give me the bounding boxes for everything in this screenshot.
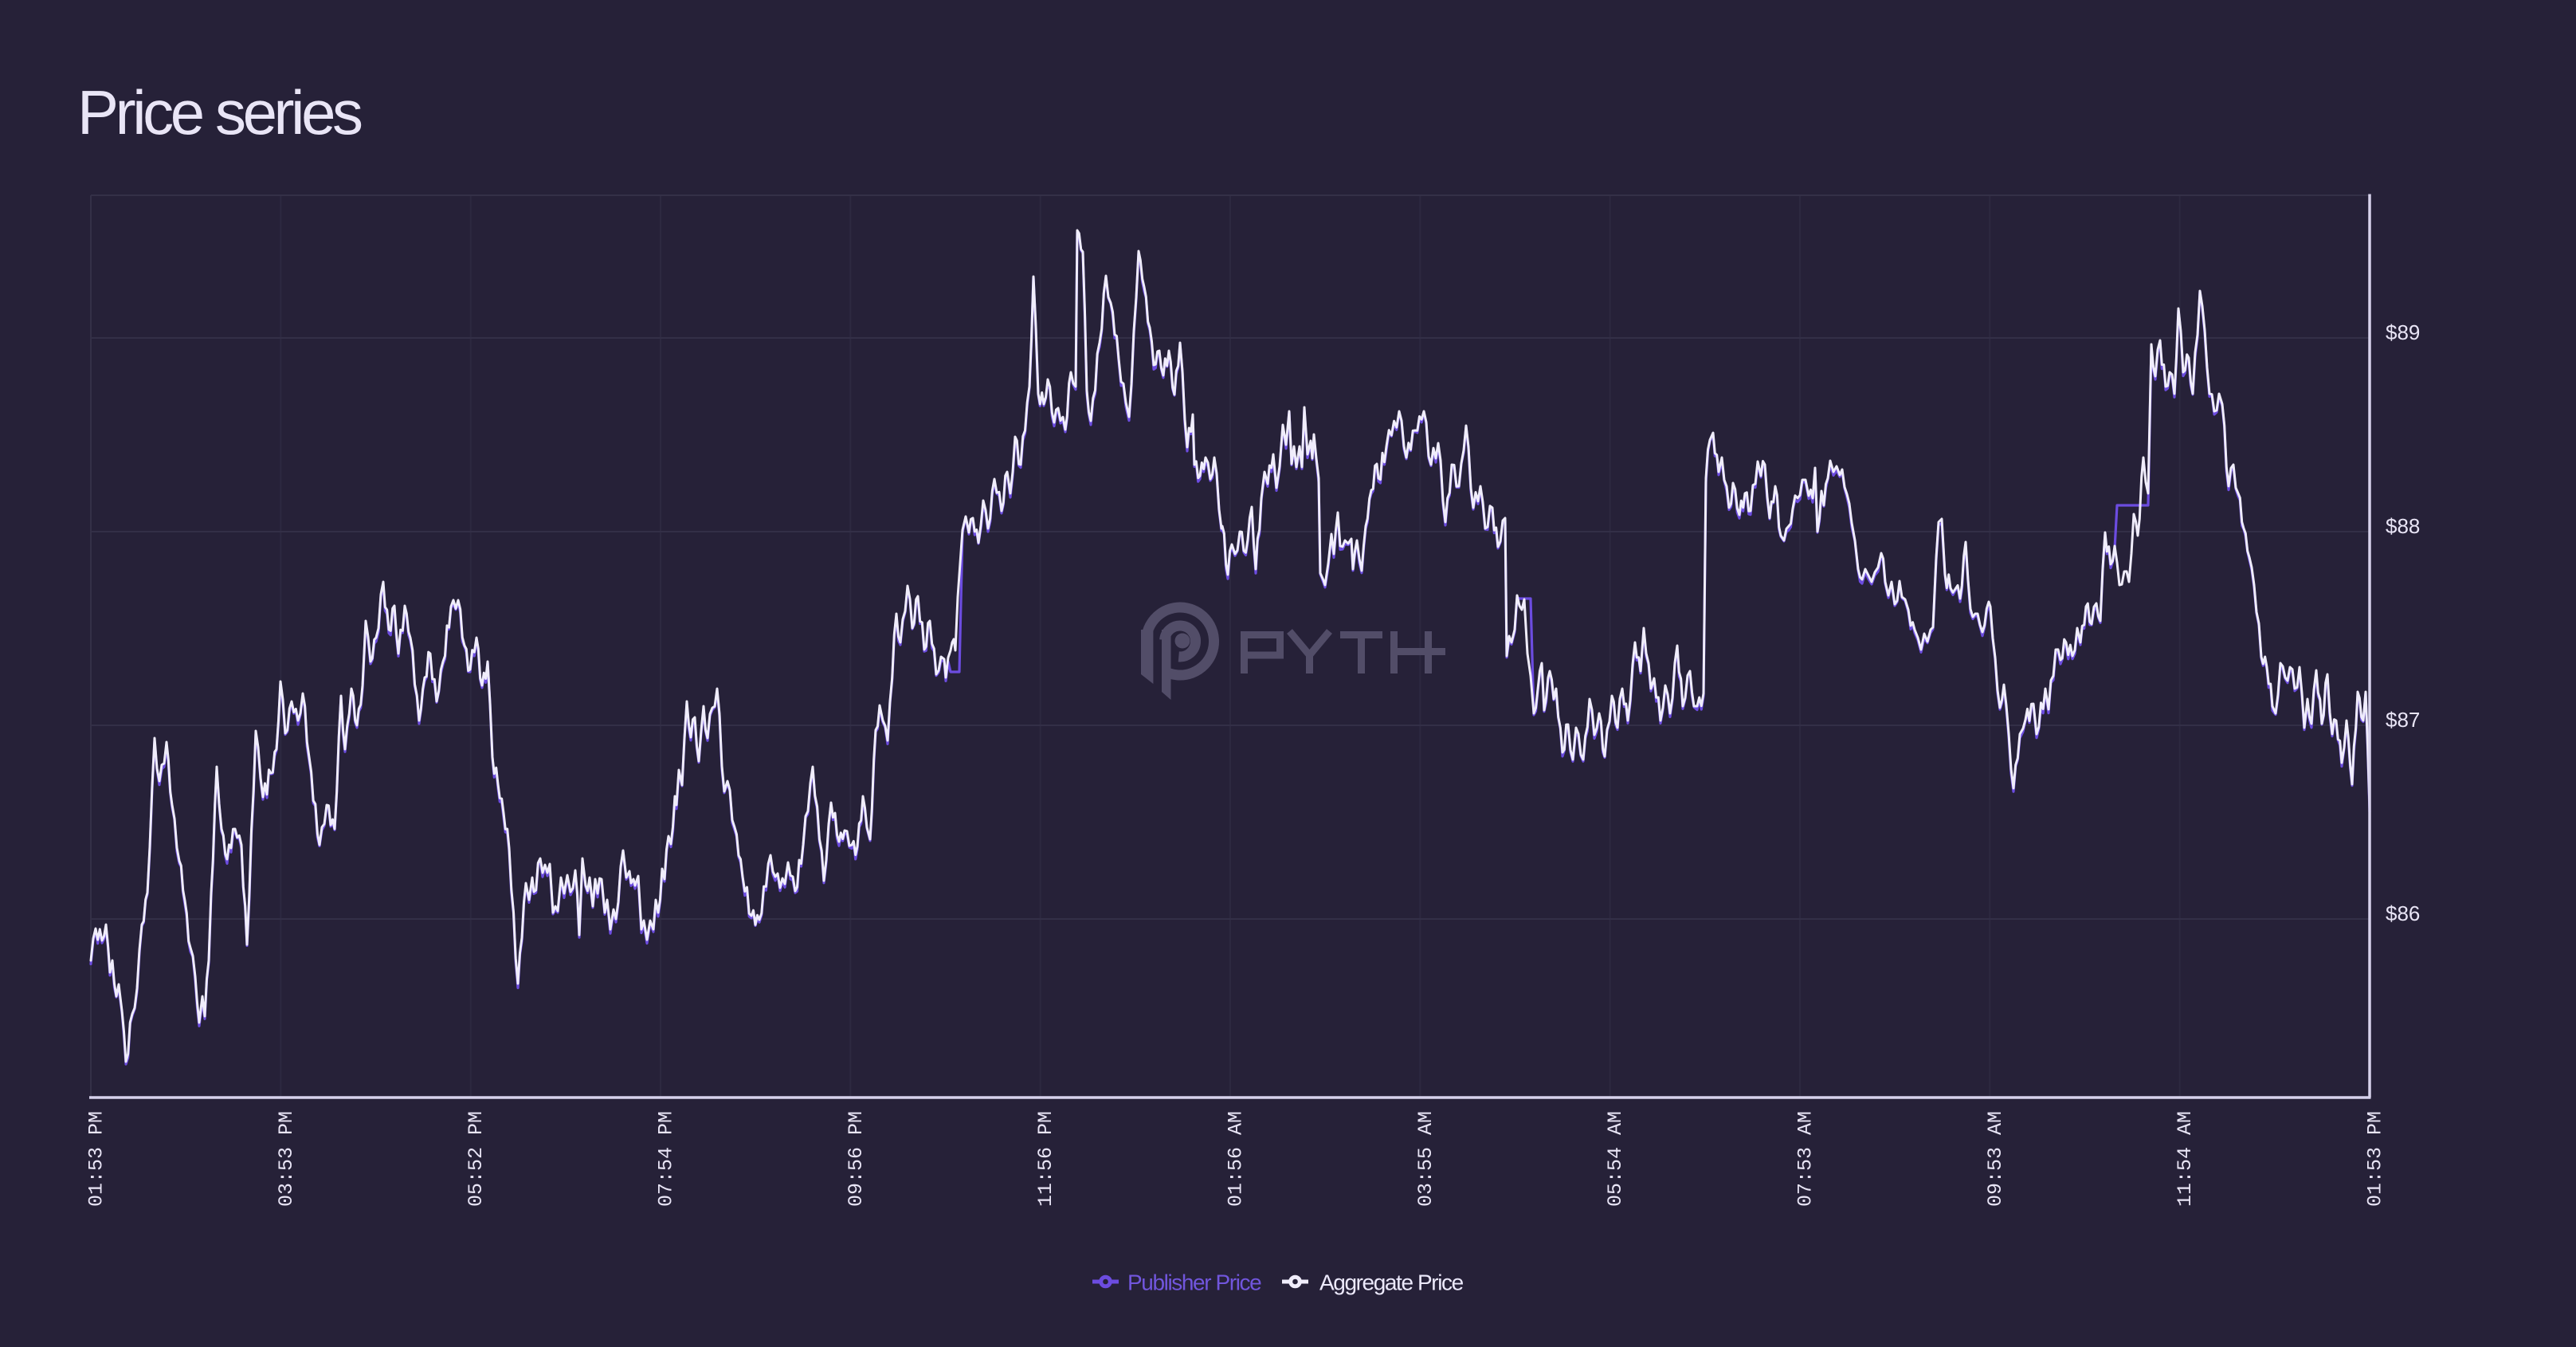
svg-text:Price series: Price series <box>77 77 362 147</box>
svg-text:03:53 PM: 03:53 PM <box>275 1111 298 1207</box>
svg-text:07:53 AM: 07:53 AM <box>1794 1111 1817 1207</box>
svg-text:$89: $89 <box>2386 320 2420 344</box>
svg-text:03:55 AM: 03:55 AM <box>1414 1111 1437 1207</box>
svg-text:01:56 AM: 01:56 AM <box>1225 1111 1248 1207</box>
svg-text:01:53 PM: 01:53 PM <box>85 1111 108 1207</box>
svg-text:Publisher Price: Publisher Price <box>1127 1270 1261 1295</box>
svg-text:09:56 PM: 09:56 PM <box>845 1111 868 1207</box>
svg-text:07:54 PM: 07:54 PM <box>655 1111 678 1207</box>
svg-text:11:54 AM: 11:54 AM <box>2174 1111 2197 1207</box>
svg-text:$88: $88 <box>2386 514 2420 538</box>
svg-text:$86: $86 <box>2386 901 2420 925</box>
svg-text:01:53 PM: 01:53 PM <box>2364 1111 2387 1207</box>
svg-text:$87: $87 <box>2386 708 2420 732</box>
svg-text:Aggregate Price: Aggregate Price <box>1319 1270 1464 1295</box>
svg-text:05:54 AM: 05:54 AM <box>1604 1111 1627 1207</box>
svg-text:09:53 AM: 09:53 AM <box>1984 1111 2007 1207</box>
svg-text:05:52 PM: 05:52 PM <box>465 1111 488 1207</box>
svg-text:11:56 PM: 11:56 PM <box>1034 1111 1057 1207</box>
